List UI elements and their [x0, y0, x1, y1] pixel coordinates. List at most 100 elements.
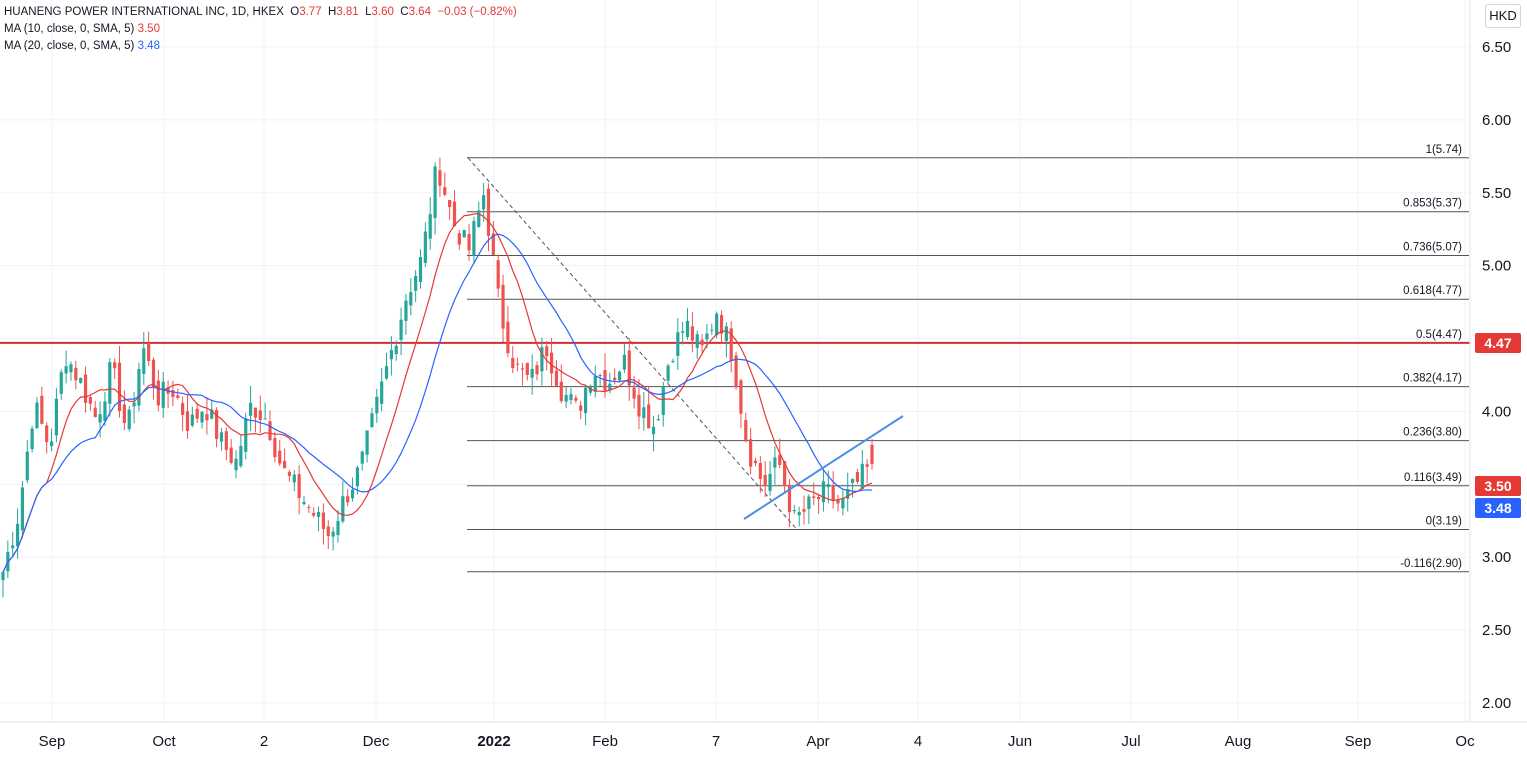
symbol-title: HUANENG POWER INTERNATIONAL INC, 1D, HKE… — [4, 6, 284, 18]
candle — [457, 230, 461, 250]
candle-body — [137, 368, 141, 406]
candle — [341, 481, 345, 524]
time-tick-label: Apr — [806, 733, 829, 750]
candle-body — [331, 531, 335, 537]
candle — [215, 407, 219, 448]
candle-body — [598, 375, 602, 377]
candle — [787, 478, 792, 528]
candle-body — [535, 365, 539, 375]
candle — [103, 392, 107, 426]
symbol-row: HUANENG POWER INTERNATIONAL INC, 1D, HKE… — [4, 4, 517, 21]
candle-body — [1, 572, 5, 581]
candle-body — [739, 380, 743, 414]
ohlc-change: −0.03 (−0.82%) — [437, 6, 517, 18]
candle — [642, 392, 646, 431]
candle-body — [147, 343, 151, 362]
candle-body — [239, 445, 243, 467]
candle-body — [190, 414, 194, 426]
candle — [685, 308, 690, 340]
candle — [15, 508, 20, 559]
candle-body — [865, 464, 869, 467]
ma20-line — [2, 233, 873, 573]
candle — [647, 387, 651, 429]
candle-body — [642, 407, 646, 419]
candle-body — [384, 366, 389, 379]
candle-body — [744, 420, 748, 441]
price-axis[interactable]: 6.506.005.505.004.504.003.503.002.502.00 — [0, 0, 1527, 723]
candle — [598, 373, 602, 387]
fibonacci-retracement[interactable]: 1(5.74) 0.853(5.37) 0.736(5.07) 0.618(4.77)… — [467, 144, 1469, 573]
candle — [292, 470, 296, 492]
ma10-row[interactable]: MA (10, close, 0, SMA, 5) 3.50 — [4, 21, 517, 38]
candle — [384, 352, 389, 381]
price-tick-label: 3.00 — [1482, 549, 1511, 566]
candle-body — [312, 512, 316, 516]
candle — [380, 367, 384, 412]
candle — [166, 380, 170, 409]
candle-body — [525, 362, 529, 375]
fib-level-label: 0(3.19) — [1426, 516, 1463, 528]
candle — [326, 520, 330, 550]
currency-button[interactable]: HKD — [1485, 4, 1521, 28]
candle — [122, 390, 126, 431]
candle-body — [409, 292, 413, 306]
candle — [729, 321, 733, 373]
candle-body — [593, 375, 597, 392]
price-tick-label: 2.00 — [1482, 695, 1511, 712]
ma20-row[interactable]: MA (20, close, 0, SMA, 5) 3.48 — [4, 38, 517, 55]
candle — [219, 427, 224, 451]
candle — [549, 337, 554, 387]
trendline[interactable] — [743, 415, 904, 520]
candle — [224, 427, 228, 461]
candle-body — [715, 313, 719, 336]
candle — [656, 414, 660, 421]
candle — [59, 369, 63, 400]
candle — [302, 495, 306, 506]
candle — [467, 224, 471, 261]
candle — [700, 334, 704, 353]
candle-body — [773, 457, 777, 468]
candle — [93, 400, 97, 418]
candle-body — [350, 489, 355, 499]
candle-body — [375, 396, 379, 414]
candle — [448, 199, 452, 221]
time-tick-label: Dec — [363, 733, 390, 750]
candle-body — [64, 366, 68, 374]
candle — [807, 494, 811, 524]
candle — [409, 278, 413, 316]
candle — [321, 503, 326, 545]
candle — [511, 346, 515, 374]
fib-level-label: 0.5(4.47) — [1416, 329, 1462, 341]
candle — [185, 395, 190, 439]
candle-body — [826, 484, 830, 488]
candle — [651, 415, 656, 452]
candle — [850, 478, 855, 498]
candle-body — [258, 410, 262, 420]
candle — [11, 531, 15, 558]
candle-body — [176, 395, 180, 398]
candle-body — [637, 394, 641, 417]
candle — [389, 336, 393, 376]
price-tick-label: 6.00 — [1482, 112, 1511, 129]
candle-body — [482, 195, 486, 210]
candle — [773, 446, 777, 485]
candle-body — [671, 360, 675, 362]
candle-body — [98, 414, 102, 423]
time-axis[interactable]: Sep Oct 2 Dec 2022 Feb 7 Apr 4 Jun Jul Aug Sep Oc — [39, 733, 1475, 750]
candle — [248, 385, 253, 432]
candle-body — [729, 328, 733, 361]
candle-body — [54, 398, 59, 436]
candle — [156, 369, 160, 412]
candle-body — [491, 233, 495, 255]
candle-body — [307, 507, 311, 509]
candle — [564, 387, 568, 409]
candle-body — [219, 432, 224, 442]
candle — [676, 318, 680, 370]
candle-body — [685, 320, 690, 338]
candle-body — [278, 450, 282, 464]
candle — [783, 460, 787, 493]
candle-body — [59, 372, 63, 394]
candle-body — [200, 411, 204, 423]
candle-body — [438, 170, 442, 186]
